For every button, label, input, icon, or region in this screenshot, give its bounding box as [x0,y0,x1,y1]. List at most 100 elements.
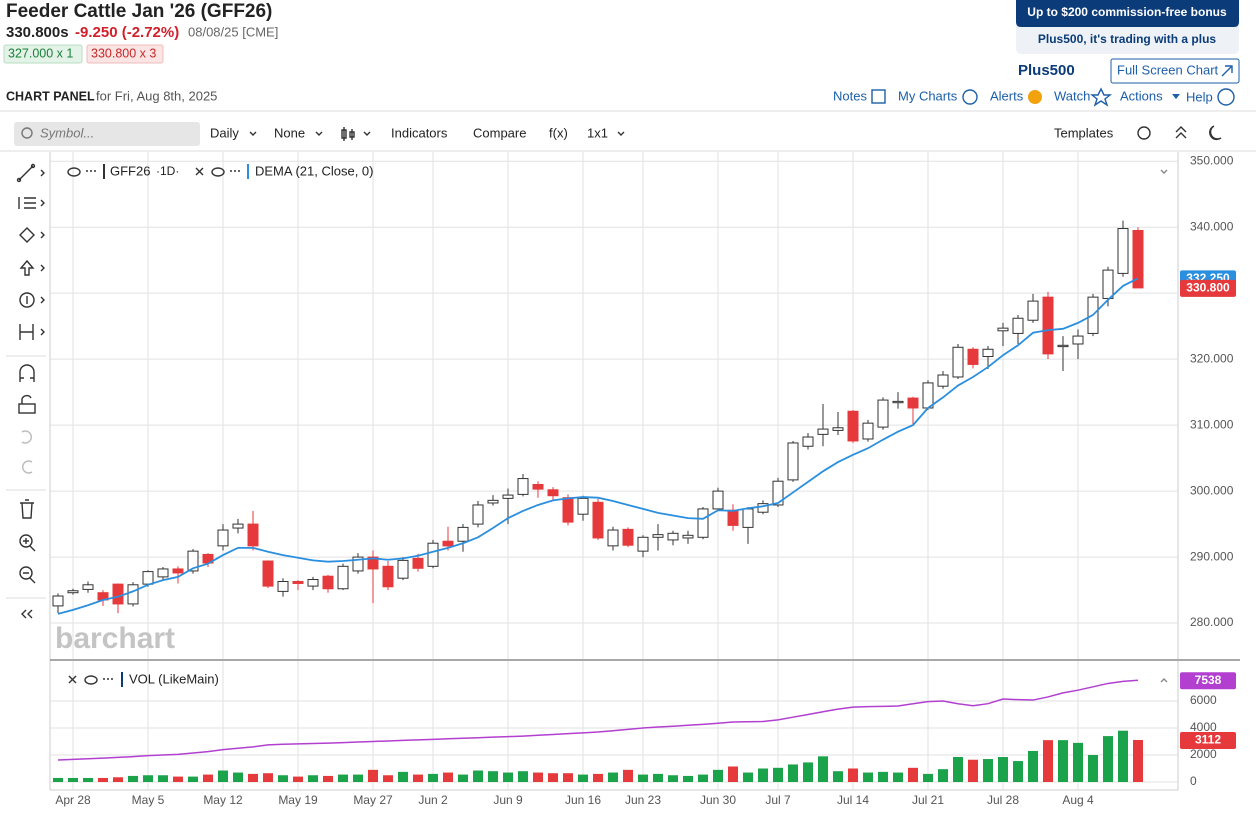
volume-bar [1103,736,1113,782]
notes-link[interactable]: Notes [833,88,867,103]
pane-caret[interactable] [1160,678,1168,683]
panel-label: CHART PANEL [6,89,95,103]
mycharts-link[interactable]: My Charts [898,88,958,103]
candle-body [367,556,379,570]
title: Feeder Cattle Jan '26 (GFF26) [6,1,272,22]
eye-icon[interactable] [211,167,225,177]
bid-box [3,44,83,64]
x-tick-label: Jul 7 [765,793,791,807]
full-screen-button[interactable] [1110,58,1240,84]
alerts-link[interactable]: Alerts [990,88,1024,103]
help-link[interactable]: Help [1186,89,1213,104]
x-tick-label: Jul 28 [987,793,1019,807]
close-icon[interactable] [195,167,204,176]
actions-link[interactable]: Actions [1120,88,1163,103]
candle-body [697,508,709,538]
y-tick-label: 340.000 [1190,219,1234,233]
candle-body [712,490,724,510]
candle-body [592,501,604,539]
ad-line1: Up to $200 commission-free bonus [1027,5,1227,19]
candle-body [847,410,859,442]
y-tick-label: 0 [1190,774,1197,788]
volume-bar [473,770,483,782]
search-icon [21,127,33,139]
candle-body [802,436,814,447]
volume-bar [233,772,243,782]
volume-bar [1133,739,1143,782]
candle-body [277,580,289,592]
volume-bar [938,769,948,782]
close-icon[interactable] [68,675,77,684]
volume-bar [713,769,723,782]
y-tick-label: 320.000 [1190,351,1234,365]
fx-button[interactable]: f(x) [549,125,568,140]
watermark: barchart [55,622,175,655]
settings-icon[interactable] [1137,126,1151,140]
volume-bar [83,777,93,782]
watch-icon [1090,87,1112,107]
volume-bar [338,774,348,782]
legend-swatch [103,164,105,179]
volume-bar [488,771,498,782]
volume-bar [308,775,318,782]
volume-bar [848,768,858,782]
indicators-button[interactable]: Indicators [391,125,448,140]
candle-body [322,575,334,590]
volume-bar [428,773,438,782]
candle-body [607,529,619,547]
templates-button[interactable]: Templates [1054,125,1114,140]
candle-body [547,489,559,497]
volume-bar [593,773,603,782]
panel-date: for Fri, Aug 8th, 2025 [96,88,217,103]
candle-body [532,484,544,490]
volume-bar [863,772,873,782]
volume-bar [743,772,753,782]
watch-link[interactable]: Watch [1054,88,1090,103]
candle-body [1027,300,1039,321]
ask: 330.800 x 3 [91,46,156,60]
candle-body [862,422,874,440]
chart-type-icon[interactable] [341,127,355,141]
volume-bar [248,773,258,782]
price: 330.800s [6,24,69,41]
candle-body [337,565,349,590]
volume-bar [188,776,198,782]
y-tick-label: 290.000 [1190,549,1234,563]
last-value-box [1180,279,1236,297]
legend-symbol: GFF26 [110,163,150,178]
pane-caret[interactable] [1160,169,1168,174]
volume-bar [788,764,798,782]
y-tick-label: 300.000 [1190,483,1234,497]
volume-bar [353,774,363,782]
y-tick-label: 2000 [1190,747,1217,761]
last-value-label: 3112 [1195,733,1221,747]
drawing-tools[interactable] [16,163,45,619]
volume-bar [173,776,183,782]
search-box[interactable] [14,122,200,146]
x-tick-label: Jul 14 [837,793,869,807]
compare-button[interactable]: Compare [473,125,526,140]
volume-bar [98,777,108,782]
eye-icon[interactable] [84,675,98,685]
candle-body [622,528,634,546]
layout-menu[interactable]: 1x1 [587,125,608,140]
ad-logo[interactable]: Plus500 [1018,62,1075,79]
x-tick-label: May 12 [203,793,243,807]
collapse-icon[interactable] [1175,126,1187,139]
menu-carets [249,131,625,136]
candle-body [787,442,799,481]
volume-bar [293,776,303,782]
volume-bar [563,773,573,782]
y-tick-label: 310.000 [1190,417,1234,431]
theme-icon[interactable] [1209,125,1222,141]
candle-body [502,494,514,499]
volume-bar [878,771,888,782]
legend-swatch [247,164,249,179]
interval-menu[interactable]: Daily [210,125,239,140]
volume-bar [608,772,618,782]
range-menu[interactable]: None [274,125,305,140]
eye-icon[interactable] [67,167,81,177]
candle-body [757,503,769,513]
mycharts-icon [962,89,978,105]
candle-body [157,568,169,578]
